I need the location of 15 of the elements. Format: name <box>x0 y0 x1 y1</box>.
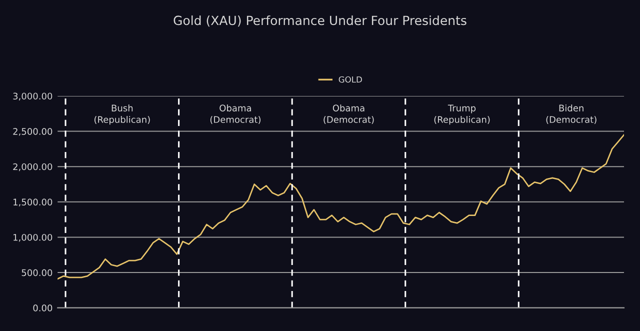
annotation: Obama (Democrat) <box>324 104 374 124</box>
y-tick-label: 2,000.00 <box>13 163 52 172</box>
annotation: Bush (Republican) <box>94 104 150 125</box>
annotation: Obama (Democrat) <box>210 104 260 124</box>
y-tick-label: 1,000.00 <box>14 234 52 242</box>
legend-label: GOLD <box>338 76 362 83</box>
chart-title: Gold (XAU) Performance Under Four Presidents <box>174 15 466 27</box>
y-tick-label: 0.00 <box>33 304 52 312</box>
y-tick-label: 500.00 <box>22 269 52 276</box>
annotation: Trump (Republican) <box>434 104 490 125</box>
y-tick-label: 1,500.00 <box>14 198 52 206</box>
y-tick-label: 2,500.00 <box>13 128 52 136</box>
annotation: Biden (Democrat) <box>546 104 596 124</box>
line-series <box>58 134 624 280</box>
y-tick-label: 3,000.00 <box>13 92 52 100</box>
